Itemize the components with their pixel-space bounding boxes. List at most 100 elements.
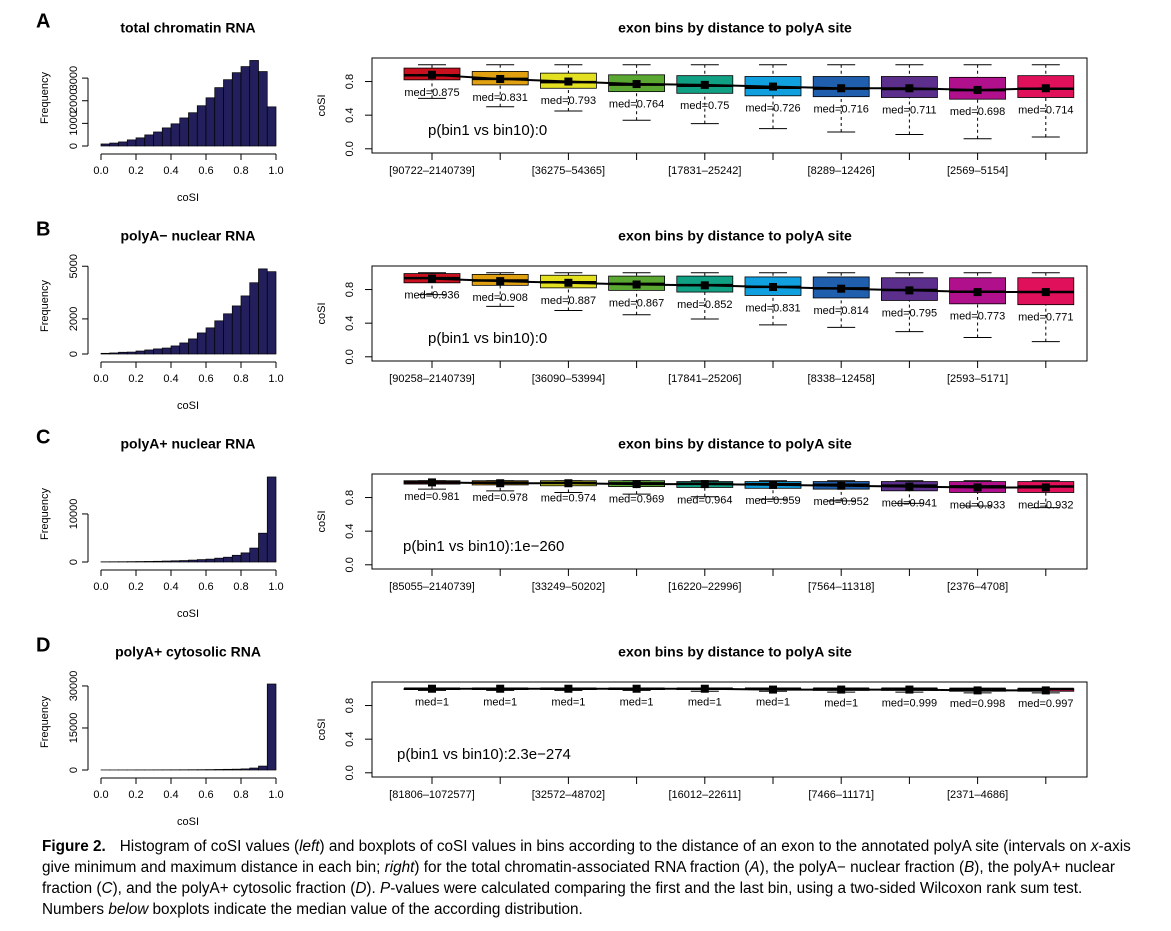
histogram-title: polyA+ cytosolic RNA [115, 644, 261, 660]
histogram-bar [153, 560, 163, 563]
mean-point [905, 84, 914, 93]
panel-letter: C [36, 426, 50, 448]
x-tick-label: [2376–4708] [947, 581, 1008, 593]
plot-frame [371, 473, 1088, 570]
x-tick-label: [17841–25206] [668, 373, 741, 385]
caption-text: P [380, 880, 391, 897]
histogram-bar [231, 72, 242, 147]
caption-text: x [1090, 838, 1099, 855]
histogram-bar [214, 87, 224, 147]
median-label: med=0.964 [677, 494, 732, 506]
y-tick-label: 0.4 [344, 732, 356, 747]
x-tick-label: 0.4 [163, 789, 178, 801]
histogram-bar [144, 349, 154, 355]
histogram-bar [258, 765, 268, 771]
mean-point [769, 480, 777, 489]
y-tick-label: 0 [68, 559, 80, 565]
mean-point [428, 274, 436, 283]
caption-text: C [101, 880, 113, 897]
histogram-bar [258, 268, 268, 355]
mean-point [1041, 288, 1050, 297]
x-tick-label: 1.0 [268, 581, 283, 593]
histogram-bar [258, 71, 268, 147]
caption-text: ), and the polyA+ cytosolic fraction ( [112, 880, 356, 897]
caption-label: Figure 2. [42, 838, 106, 855]
histogram-bar [240, 66, 251, 147]
x-axis-label: coSI [177, 608, 199, 620]
histogram-bar [196, 559, 207, 563]
x-tick-label: [90258–2140739] [389, 373, 475, 385]
mean-line [431, 277, 1046, 294]
y-tick-label: 0.8 [344, 74, 356, 89]
mean-point [973, 483, 982, 492]
mean-point [769, 283, 777, 292]
histogram-bar [161, 127, 172, 147]
caption: Figure 2. Histogram of coSI values (left)… [42, 836, 1137, 920]
x-tick-label: [36275–54365] [532, 165, 605, 177]
median-label: med=0.764 [609, 99, 664, 111]
x-tick-label: 0.2 [128, 581, 143, 593]
y-tick-label: 2000 [68, 88, 80, 112]
y-tick-label: 0.0 [344, 349, 356, 364]
histogram-bar [266, 271, 277, 355]
x-tick-label: 0.0 [93, 165, 108, 177]
histogram-bar [170, 123, 181, 147]
x-tick-label: 0.8 [233, 789, 248, 801]
y-tick-label: 30000 [68, 671, 80, 702]
median-label: med=0.978 [473, 492, 528, 504]
x-tick-label: 0.4 [163, 373, 178, 385]
median-label: med=0.716 [814, 104, 869, 116]
y-axis-label: coSI [316, 510, 328, 532]
x-tick-label: [2593–5171] [947, 373, 1008, 385]
mean-point [905, 685, 914, 694]
mean-point [973, 686, 982, 695]
mean-point [632, 684, 641, 693]
median-label: med=0.867 [609, 297, 664, 309]
histogram-bar [144, 561, 154, 563]
mean-point [496, 75, 505, 84]
x-tick-label: [16220–22996] [668, 581, 741, 593]
x-tick-label: 0.0 [93, 581, 108, 593]
x-tick-label: 0.4 [163, 165, 178, 177]
median-label: med=0.711 [882, 104, 937, 116]
histogram-title: polyA+ nuclear RNA [121, 436, 256, 452]
mean-point [496, 479, 505, 488]
y-axis-label: coSI [316, 94, 328, 116]
histogram-bar [223, 768, 233, 771]
median-label: med=1 [756, 696, 790, 708]
mean-line [431, 481, 1046, 489]
caption-text: -axis give minimum and maximum distance … [42, 838, 1131, 876]
boxplot-title: exon bins by distance to polyA site [618, 20, 852, 36]
histogram-bar [126, 139, 137, 147]
y-tick-label: 0.0 [344, 557, 356, 572]
y-tick-label: 0 [68, 767, 80, 773]
x-axis-label: coSI [177, 816, 199, 828]
mean-point [905, 286, 914, 295]
y-tick-label: 3000 [68, 66, 80, 90]
histogram-bar [223, 79, 233, 147]
median-label: med=0.999 [882, 697, 937, 709]
x-axis-label: coSI [177, 192, 199, 204]
median-label: med=0.932 [1018, 499, 1073, 511]
caption-text: A [749, 859, 760, 876]
histogram-bar [170, 560, 181, 563]
x-tick-label: [17831–25242] [668, 165, 741, 177]
mean-point [837, 481, 846, 490]
median-label: med=0.814 [814, 305, 869, 317]
histogram-bar [144, 134, 154, 147]
mean-point [632, 80, 641, 89]
mean-point [632, 480, 641, 489]
y-tick-label: 0.4 [344, 108, 356, 123]
mean-point [428, 478, 436, 487]
y-tick-label: 0 [68, 143, 80, 149]
median-label: med=0.998 [950, 698, 1005, 710]
histogram-bar [135, 137, 146, 147]
y-tick-label: 0.8 [344, 282, 356, 297]
panel-letter: B [36, 218, 50, 240]
mean-point [837, 284, 846, 293]
median-label: med=0.981 [404, 491, 459, 503]
caption-text: ) and boxplots of coSI values in bins ac… [319, 838, 1091, 855]
median-label: med=0.908 [473, 292, 528, 304]
median-label: med=0.831 [473, 92, 528, 104]
